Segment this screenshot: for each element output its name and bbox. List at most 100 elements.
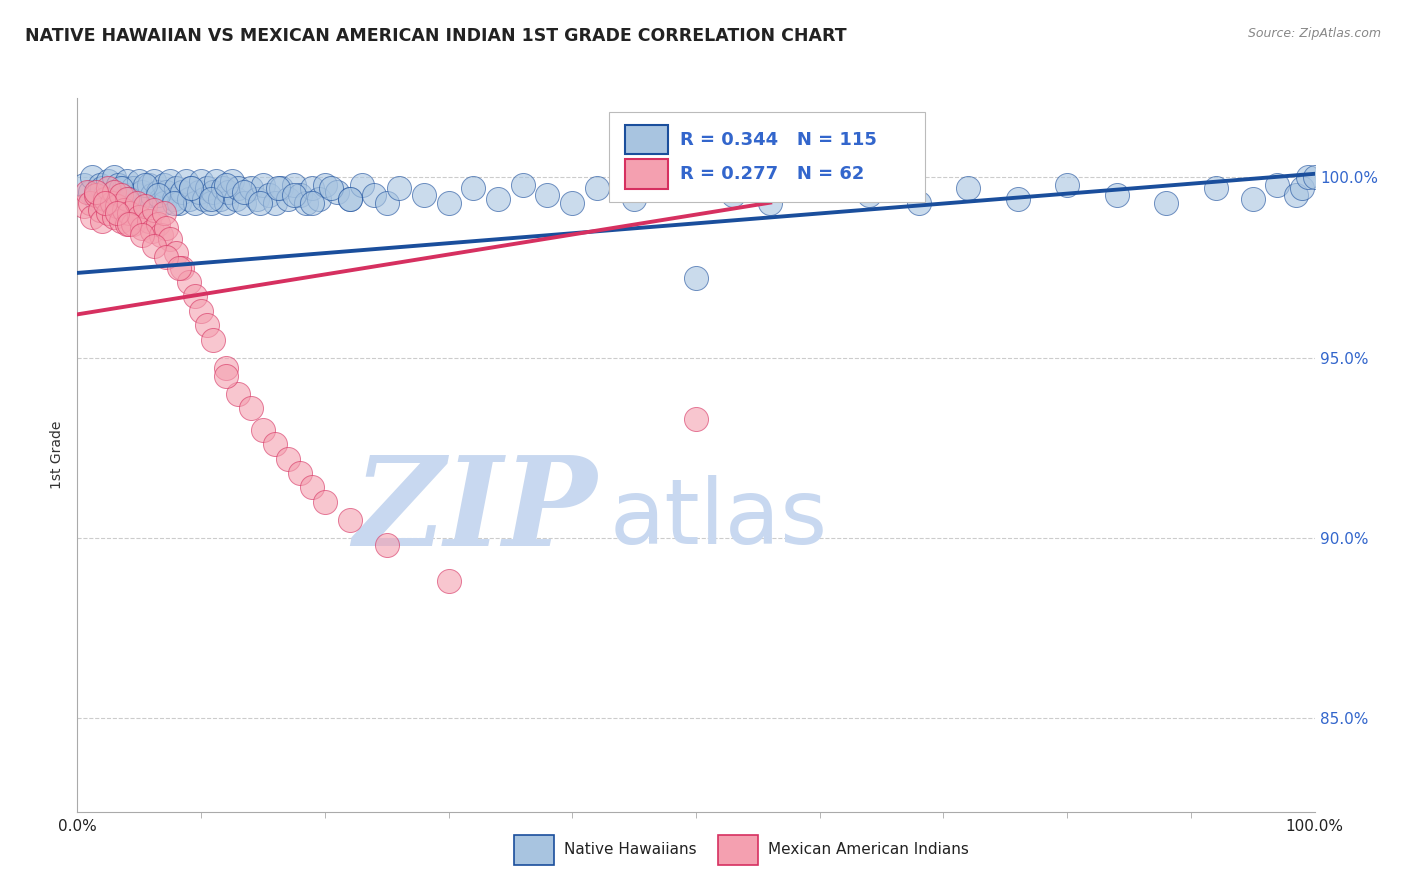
Point [180,181,202,195]
Point [112,202,135,217]
Point [190,303,212,318]
Point [252,178,274,192]
Text: R = 0.277   N = 62: R = 0.277 N = 62 [681,165,865,183]
Point [72,178,94,192]
Point [118,206,141,220]
Point [167,260,190,275]
Point [200,192,222,206]
Point [115,188,138,202]
Point [217,185,239,199]
Point [437,195,460,210]
Point [131,228,153,243]
Point [437,574,460,588]
Point [141,224,163,238]
Point [270,181,292,195]
Point [1154,195,1177,210]
Point [350,178,373,192]
Point [1205,181,1227,195]
Point [1285,188,1308,202]
Point [131,185,153,199]
Point [721,188,744,202]
Point [143,174,166,188]
Point [115,192,138,206]
Point [249,195,271,210]
FancyBboxPatch shape [609,112,925,202]
Point [118,192,141,206]
Point [91,181,114,195]
Point [118,217,141,231]
Point [339,192,361,206]
Point [150,228,173,243]
Point [215,178,238,192]
Point [301,181,323,195]
Point [177,275,200,289]
Point [215,368,238,383]
Point [89,178,111,192]
Point [215,361,238,376]
Point [138,178,160,192]
Point [84,185,107,199]
Point [200,195,222,210]
Point [174,174,197,188]
Point [202,185,225,199]
Point [97,174,120,188]
Text: NATIVE HAWAIIAN VS MEXICAN AMERICAN INDIAN 1ST GRADE CORRELATION CHART: NATIVE HAWAIIAN VS MEXICAN AMERICAN INDI… [25,27,846,45]
Point [101,195,124,210]
Point [277,192,299,206]
Point [190,174,212,188]
Point [288,466,311,480]
Point [685,271,707,285]
Point [105,206,128,220]
Point [314,178,336,192]
Point [193,192,215,206]
Point [134,199,156,213]
Point [486,192,509,206]
Point [907,195,929,210]
Point [561,195,583,210]
Point [225,192,247,206]
Point [264,195,287,210]
Text: ZIP: ZIP [353,451,598,573]
Point [208,192,231,206]
Point [163,195,186,210]
Point [110,188,132,202]
Point [131,220,153,235]
Point [187,185,209,199]
Point [103,185,125,199]
Point [115,174,138,188]
Point [957,181,980,195]
Point [153,206,176,220]
Point [159,174,181,188]
Point [623,192,645,206]
Point [128,210,150,224]
Point [118,195,141,210]
Point [79,195,101,210]
Point [110,192,132,206]
Point [172,260,194,275]
Point [1105,188,1128,202]
Point [184,195,207,210]
Point [143,202,166,217]
Point [155,220,177,235]
Text: R = 0.344   N = 115: R = 0.344 N = 115 [681,130,877,148]
Point [93,195,115,210]
Text: Native Hawaiians: Native Hawaiians [564,842,696,857]
Point [150,192,173,206]
Point [110,181,132,195]
Point [239,401,262,415]
Point [212,181,235,195]
Point [339,192,361,206]
Text: atlas: atlas [609,475,828,563]
Point [257,188,280,202]
Point [172,185,194,199]
Point [155,185,177,199]
Point [301,480,323,494]
Point [314,495,336,509]
Point [586,181,609,195]
Point [221,174,243,188]
Point [1291,181,1313,195]
Point [301,195,323,210]
Point [195,318,218,333]
Point [155,250,177,264]
Point [141,188,163,202]
